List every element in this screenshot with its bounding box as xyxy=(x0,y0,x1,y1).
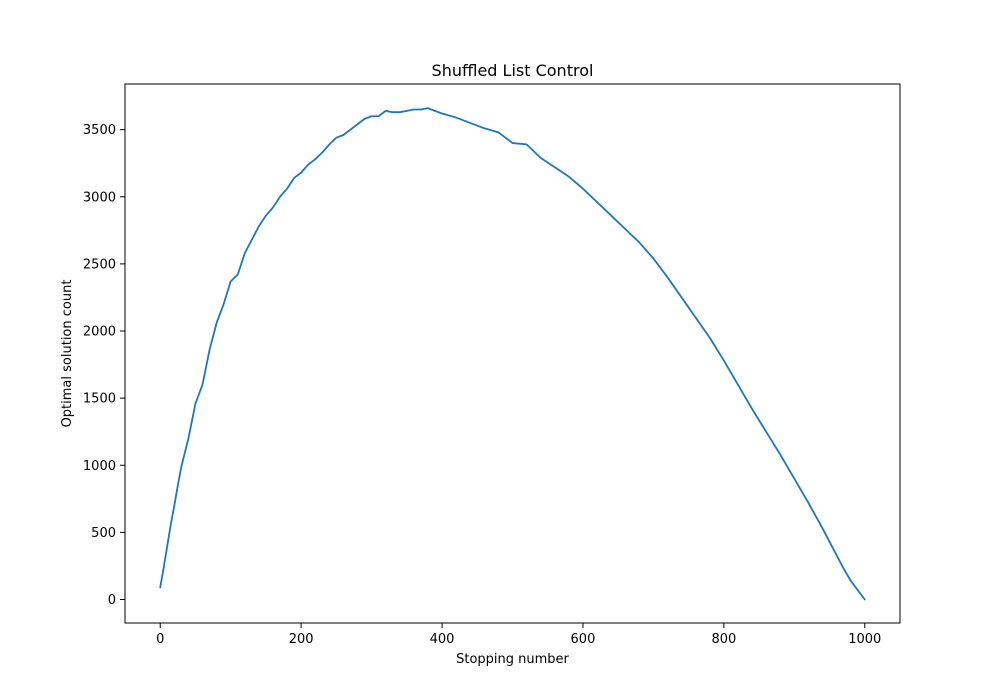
x-tick-label: 1000 xyxy=(848,632,881,647)
y-tick-label: 0 xyxy=(108,593,116,608)
plot-area xyxy=(159,107,866,601)
x-tick-label: 200 xyxy=(289,632,314,647)
plot-frame xyxy=(124,83,901,624)
x-tick-label: 0 xyxy=(156,632,164,647)
x-tick-label: 600 xyxy=(571,632,596,647)
chart-title: Shuffled List Control xyxy=(432,61,594,80)
y-tick-label: 500 xyxy=(91,526,116,541)
series-line-1 xyxy=(159,107,866,601)
y-tick-label: 3000 xyxy=(83,190,116,205)
y-tick-label: 2500 xyxy=(83,257,116,272)
y-tick-label: 1000 xyxy=(83,459,116,474)
y-axis-label: Optimal solution count xyxy=(60,280,75,428)
x-tick-label: 800 xyxy=(711,632,736,647)
x-axis-label: Stopping number xyxy=(456,652,569,667)
y-tick-label: 1500 xyxy=(83,392,116,407)
y-tick-label: 3500 xyxy=(83,123,116,138)
x-tick-label: 400 xyxy=(430,632,455,647)
y-tick-label: 2000 xyxy=(83,325,116,340)
y-axis-ticks: 0 500 1000 1500 2000 2500 3000 3500 xyxy=(83,123,125,608)
x-axis-ticks: 0 200 400 600 800 1000 xyxy=(156,623,881,647)
